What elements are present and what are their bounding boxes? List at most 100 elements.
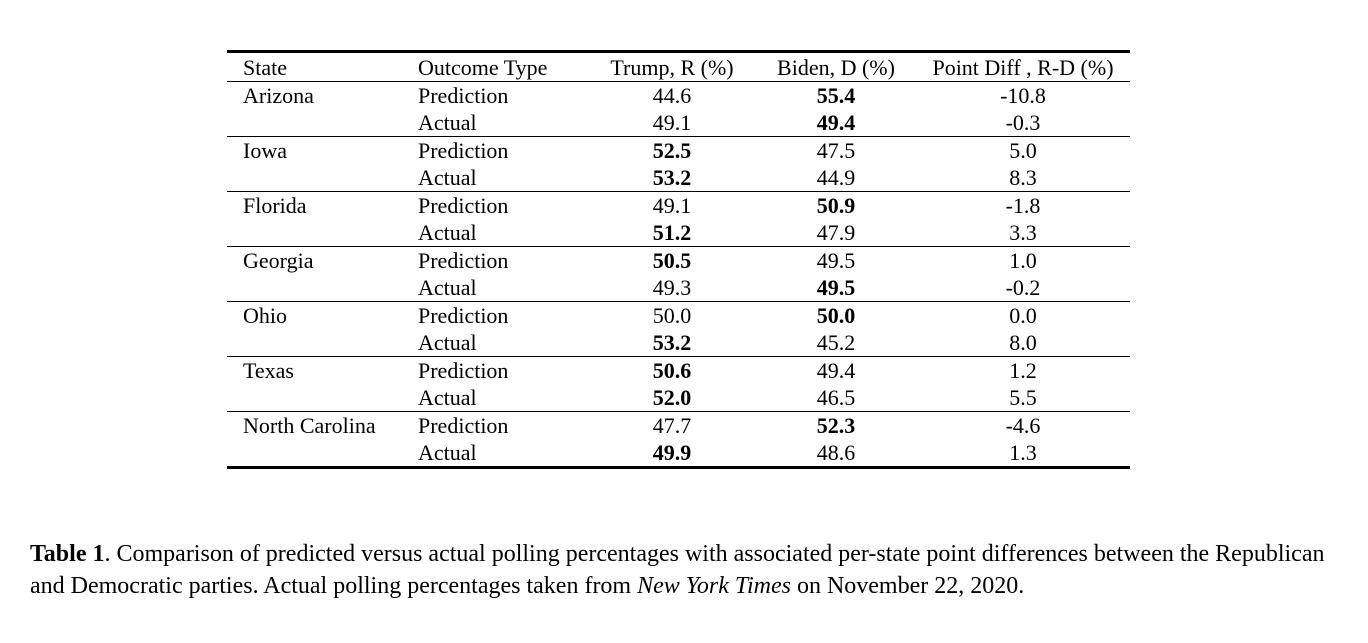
biden-cell: 49.5 bbox=[816, 274, 856, 300]
point-diff-cell: -4.6 bbox=[1005, 412, 1041, 438]
outcome-type-cell: Actual bbox=[418, 164, 477, 190]
header-biden: Biden, D (%) bbox=[777, 54, 895, 80]
state-cell: Texas bbox=[243, 357, 294, 383]
biden-cell: 49.4 bbox=[816, 357, 856, 383]
trump-cell: 49.1 bbox=[652, 192, 692, 218]
table-row: Actual 51.2 47.9 3.3 bbox=[227, 219, 1130, 247]
header-point-diff: Point Diff , R-D (%) bbox=[932, 54, 1114, 80]
state-group: North Carolina Prediction 47.7 52.3 -4.6 Actu… bbox=[227, 412, 1130, 468]
point-diff-cell: 1.3 bbox=[1009, 439, 1037, 465]
header-state: State bbox=[243, 54, 287, 80]
trump-cell: 51.2 bbox=[652, 219, 692, 245]
point-diff-cell: -1.8 bbox=[1005, 192, 1041, 218]
biden-cell: 50.9 bbox=[816, 192, 856, 218]
caption-text-after: on November 22, 2020. bbox=[790, 573, 1025, 599]
outcome-type-cell: Prediction bbox=[418, 137, 509, 163]
state-cell: North Carolina bbox=[243, 412, 376, 438]
outcome-type-cell: Prediction bbox=[418, 192, 509, 218]
state-cell bbox=[227, 384, 418, 412]
trump-cell: 49.1 bbox=[652, 109, 692, 135]
point-diff-cell: 5.5 bbox=[1009, 384, 1037, 410]
outcome-type-cell: Actual bbox=[418, 109, 477, 135]
biden-cell: 48.6 bbox=[816, 439, 856, 465]
trump-cell: 44.6 bbox=[652, 82, 692, 108]
biden-cell: 49.5 bbox=[816, 247, 856, 273]
caption-source: New York Times bbox=[637, 573, 791, 599]
outcome-type-cell: Prediction bbox=[418, 412, 509, 438]
state-group: Texas Prediction 50.6 49.4 1.2 Actual 52.0 46.5… bbox=[227, 357, 1130, 412]
table-row: Arizona Prediction 44.6 55.4 -10.8 bbox=[227, 82, 1130, 110]
trump-cell: 52.5 bbox=[652, 137, 692, 163]
table-row: Iowa Prediction 52.5 47.5 5.0 bbox=[227, 137, 1130, 165]
point-diff-cell: -10.8 bbox=[1000, 82, 1046, 108]
state-cell: Florida bbox=[243, 192, 307, 218]
point-diff-cell: 1.0 bbox=[1009, 247, 1037, 273]
table-row: Texas Prediction 50.6 49.4 1.2 bbox=[227, 357, 1130, 385]
point-diff-cell: 3.3 bbox=[1009, 219, 1037, 245]
trump-cell: 52.0 bbox=[652, 384, 692, 410]
trump-cell: 49.3 bbox=[652, 274, 692, 300]
state-cell bbox=[227, 439, 418, 468]
trump-cell: 50.5 bbox=[652, 247, 692, 273]
table-caption: Table 1. Comparison of predicted versus … bbox=[30, 538, 1350, 602]
trump-cell: 49.9 bbox=[652, 439, 692, 465]
table-row: Ohio Prediction 50.0 50.0 0.0 bbox=[227, 302, 1130, 330]
state-cell bbox=[227, 329, 418, 357]
header-row: State Outcome Type Trump, R (%) Biden, D… bbox=[227, 51, 1130, 82]
state-group: Iowa Prediction 52.5 47.5 5.0 Actual 53.2 44.9 8… bbox=[227, 137, 1130, 192]
point-diff-cell: -0.3 bbox=[1005, 109, 1041, 135]
outcome-type-cell: Prediction bbox=[418, 302, 509, 328]
biden-cell: 49.4 bbox=[816, 109, 856, 135]
table-row: Georgia Prediction 50.5 49.5 1.0 bbox=[227, 247, 1130, 275]
state-cell bbox=[227, 219, 418, 247]
state-cell: Georgia bbox=[243, 247, 314, 273]
biden-cell: 45.2 bbox=[816, 329, 856, 355]
state-group: Arizona Prediction 44.6 55.4 -10.8 Actual 49.1… bbox=[227, 82, 1130, 137]
outcome-type-cell: Actual bbox=[418, 274, 477, 300]
table-row: North Carolina Prediction 47.7 52.3 -4.6 bbox=[227, 412, 1130, 440]
state-cell: Iowa bbox=[243, 137, 287, 163]
state-cell bbox=[227, 164, 418, 192]
point-diff-cell: -0.2 bbox=[1005, 274, 1041, 300]
outcome-type-cell: Prediction bbox=[418, 357, 509, 383]
outcome-type-cell: Actual bbox=[418, 329, 477, 355]
table-row: Florida Prediction 49.1 50.9 -1.8 bbox=[227, 192, 1130, 220]
state-group: Florida Prediction 49.1 50.9 -1.8 Actual 51.2 4… bbox=[227, 192, 1130, 247]
table-row: Actual 53.2 45.2 8.0 bbox=[227, 329, 1130, 357]
table-row: Actual 49.9 48.6 1.3 bbox=[227, 439, 1130, 468]
header-outcome-type: Outcome Type bbox=[418, 54, 548, 80]
outcome-type-cell: Prediction bbox=[418, 82, 509, 108]
table-row: Actual 52.0 46.5 5.5 bbox=[227, 384, 1130, 412]
trump-cell: 53.2 bbox=[652, 164, 692, 190]
caption-text-before: . Comparison of predicted versus actual … bbox=[30, 541, 1325, 599]
point-diff-cell: 5.0 bbox=[1009, 137, 1037, 163]
state-cell bbox=[227, 274, 418, 302]
biden-cell: 47.9 bbox=[816, 219, 856, 245]
trump-cell: 53.2 bbox=[652, 329, 692, 355]
trump-cell: 50.0 bbox=[652, 302, 692, 328]
outcome-type-cell: Actual bbox=[418, 219, 477, 245]
biden-cell: 55.4 bbox=[816, 82, 856, 108]
outcome-type-cell: Actual bbox=[418, 439, 477, 465]
biden-cell: 52.3 bbox=[816, 412, 856, 438]
state-group: Ohio Prediction 50.0 50.0 0.0 Actual 53.2 45.2 8… bbox=[227, 302, 1130, 357]
point-diff-cell: 8.3 bbox=[1009, 164, 1037, 190]
table-row: Actual 53.2 44.9 8.3 bbox=[227, 164, 1130, 192]
state-cell: Arizona bbox=[243, 82, 314, 108]
state-cell bbox=[227, 109, 418, 137]
state-cell: Ohio bbox=[243, 302, 287, 328]
biden-cell: 46.5 bbox=[816, 384, 856, 410]
table-row: Actual 49.3 49.5 -0.2 bbox=[227, 274, 1130, 302]
trump-cell: 50.6 bbox=[652, 357, 692, 383]
results-table: State Outcome Type Trump, R (%) Biden, D… bbox=[227, 50, 1130, 469]
trump-cell: 47.7 bbox=[652, 412, 692, 438]
outcome-type-cell: Actual bbox=[418, 384, 477, 410]
biden-cell: 47.5 bbox=[816, 137, 856, 163]
biden-cell: 50.0 bbox=[816, 302, 856, 328]
caption-label: Table 1 bbox=[30, 541, 105, 567]
outcome-type-cell: Prediction bbox=[418, 247, 509, 273]
point-diff-cell: 0.0 bbox=[1009, 302, 1037, 328]
point-diff-cell: 8.0 bbox=[1009, 329, 1037, 355]
table-row: Actual 49.1 49.4 -0.3 bbox=[227, 109, 1130, 137]
header-trump: Trump, R (%) bbox=[610, 54, 734, 80]
